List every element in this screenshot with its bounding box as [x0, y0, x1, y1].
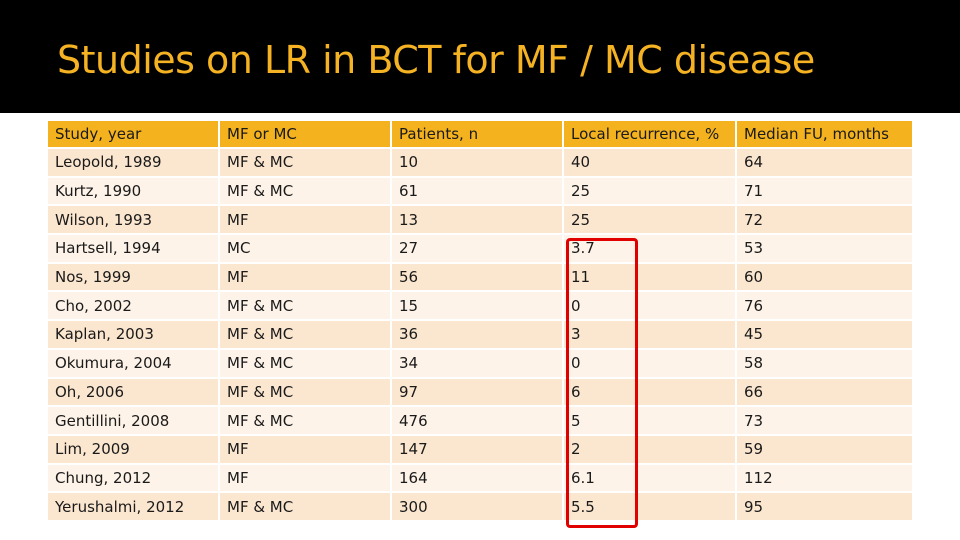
cell-study-year: Leopold, 1989	[48, 149, 218, 178]
table-row: Yerushalmi, 2012 MF & MC 300 5.5 95	[48, 493, 912, 522]
cell-study-year: Chung, 2012	[48, 464, 218, 494]
cell-local-recurrence: 11	[562, 263, 735, 293]
cell-study-year: Kurtz, 1990	[48, 177, 218, 207]
cell-study-year: Oh, 2006	[48, 378, 218, 408]
cell-median-fu: 60	[735, 263, 912, 293]
studies-table-container: Study, year MF or MC Patients, n Local r…	[48, 121, 912, 522]
cell-local-recurrence: 0	[562, 349, 735, 379]
table-row: Oh, 2006 MF & MC 97 6 66	[48, 378, 912, 408]
cell-local-recurrence: 5	[562, 407, 735, 436]
table-row: Leopold, 1989 MF & MC 10 40 64	[48, 149, 912, 178]
cell-local-recurrence: 25	[562, 177, 735, 207]
slide-title: Studies on LR in BCT for MF / MC disease	[57, 38, 815, 82]
studies-table: Study, year MF or MC Patients, n Local r…	[48, 121, 912, 522]
cell-mf-or-mc: MF & MC	[218, 149, 390, 178]
cell-mf-or-mc: MF & MC	[218, 349, 390, 379]
cell-median-fu: 58	[735, 349, 912, 379]
cell-mf-or-mc: MF & MC	[218, 177, 390, 207]
cell-mf-or-mc: MF	[218, 263, 390, 293]
table-row: Hartsell, 1994 MC 27 3.7 53	[48, 235, 912, 264]
cell-local-recurrence: 6.1	[562, 464, 735, 494]
cell-median-fu: 95	[735, 493, 912, 522]
title-bar: Studies on LR in BCT for MF / MC disease	[0, 0, 960, 113]
cell-mf-or-mc: MF & MC	[218, 321, 390, 350]
cell-patients: 164	[390, 464, 562, 494]
cell-patients: 61	[390, 177, 562, 207]
cell-patients: 36	[390, 321, 562, 350]
cell-patients: 13	[390, 206, 562, 236]
cell-local-recurrence: 3	[562, 321, 735, 350]
cell-local-recurrence: 40	[562, 149, 735, 178]
table-row: Lim, 2009 MF 147 2 59	[48, 435, 912, 465]
cell-study-year: Hartsell, 1994	[48, 235, 218, 264]
cell-study-year: Kaplan, 2003	[48, 321, 218, 350]
table-row: Okumura, 2004 MF & MC 34 0 58	[48, 349, 912, 379]
cell-mf-or-mc: MF & MC	[218, 493, 390, 522]
cell-median-fu: 45	[735, 321, 912, 350]
cell-local-recurrence: 6	[562, 378, 735, 408]
cell-mf-or-mc: MF	[218, 464, 390, 494]
cell-median-fu: 76	[735, 292, 912, 322]
cell-median-fu: 112	[735, 464, 912, 494]
cell-mf-or-mc: MF	[218, 435, 390, 465]
header-local-recurrence: Local recurrence, %	[562, 121, 735, 149]
cell-local-recurrence: 2	[562, 435, 735, 465]
header-study-year: Study, year	[48, 121, 218, 149]
cell-median-fu: 71	[735, 177, 912, 207]
cell-study-year: Gentillini, 2008	[48, 407, 218, 436]
cell-median-fu: 64	[735, 149, 912, 178]
cell-study-year: Lim, 2009	[48, 435, 218, 465]
cell-patients: 10	[390, 149, 562, 178]
cell-local-recurrence: 3.7	[562, 235, 735, 264]
table-row: Wilson, 1993 MF 13 25 72	[48, 206, 912, 236]
cell-study-year: Cho, 2002	[48, 292, 218, 322]
table-header-row: Study, year MF or MC Patients, n Local r…	[48, 121, 912, 149]
table-row: Cho, 2002 MF & MC 15 0 76	[48, 292, 912, 322]
header-median-fu: Median FU, months	[735, 121, 912, 149]
cell-mf-or-mc: MF & MC	[218, 292, 390, 322]
cell-local-recurrence: 5.5	[562, 493, 735, 522]
cell-median-fu: 73	[735, 407, 912, 436]
cell-study-year: Okumura, 2004	[48, 349, 218, 379]
cell-patients: 15	[390, 292, 562, 322]
cell-study-year: Nos, 1999	[48, 263, 218, 293]
local-recurrence-highlight-box	[566, 238, 638, 528]
table-row: Kurtz, 1990 MF & MC 61 25 71	[48, 177, 912, 207]
table-row: Gentillini, 2008 MF & MC 476 5 73	[48, 407, 912, 436]
cell-study-year: Wilson, 1993	[48, 206, 218, 236]
header-mf-or-mc: MF or MC	[218, 121, 390, 149]
cell-mf-or-mc: MF	[218, 206, 390, 236]
table-row: Kaplan, 2003 MF & MC 36 3 45	[48, 321, 912, 350]
cell-median-fu: 66	[735, 378, 912, 408]
cell-local-recurrence: 25	[562, 206, 735, 236]
cell-study-year: Yerushalmi, 2012	[48, 493, 218, 522]
cell-patients: 97	[390, 378, 562, 408]
cell-patients: 56	[390, 263, 562, 293]
cell-patients: 476	[390, 407, 562, 436]
cell-median-fu: 53	[735, 235, 912, 264]
cell-patients: 27	[390, 235, 562, 264]
cell-median-fu: 72	[735, 206, 912, 236]
table-body: Leopold, 1989 MF & MC 10 40 64 Kurtz, 1990 MF …	[48, 149, 912, 522]
cell-mf-or-mc: MC	[218, 235, 390, 264]
cell-mf-or-mc: MF & MC	[218, 378, 390, 408]
table-row: Nos, 1999 MF 56 11 60	[48, 263, 912, 293]
table-row: Chung, 2012 MF 164 6.1 112	[48, 464, 912, 494]
cell-patients: 34	[390, 349, 562, 379]
cell-median-fu: 59	[735, 435, 912, 465]
cell-patients: 147	[390, 435, 562, 465]
cell-patients: 300	[390, 493, 562, 522]
header-patients: Patients, n	[390, 121, 562, 149]
cell-local-recurrence: 0	[562, 292, 735, 322]
cell-mf-or-mc: MF & MC	[218, 407, 390, 436]
